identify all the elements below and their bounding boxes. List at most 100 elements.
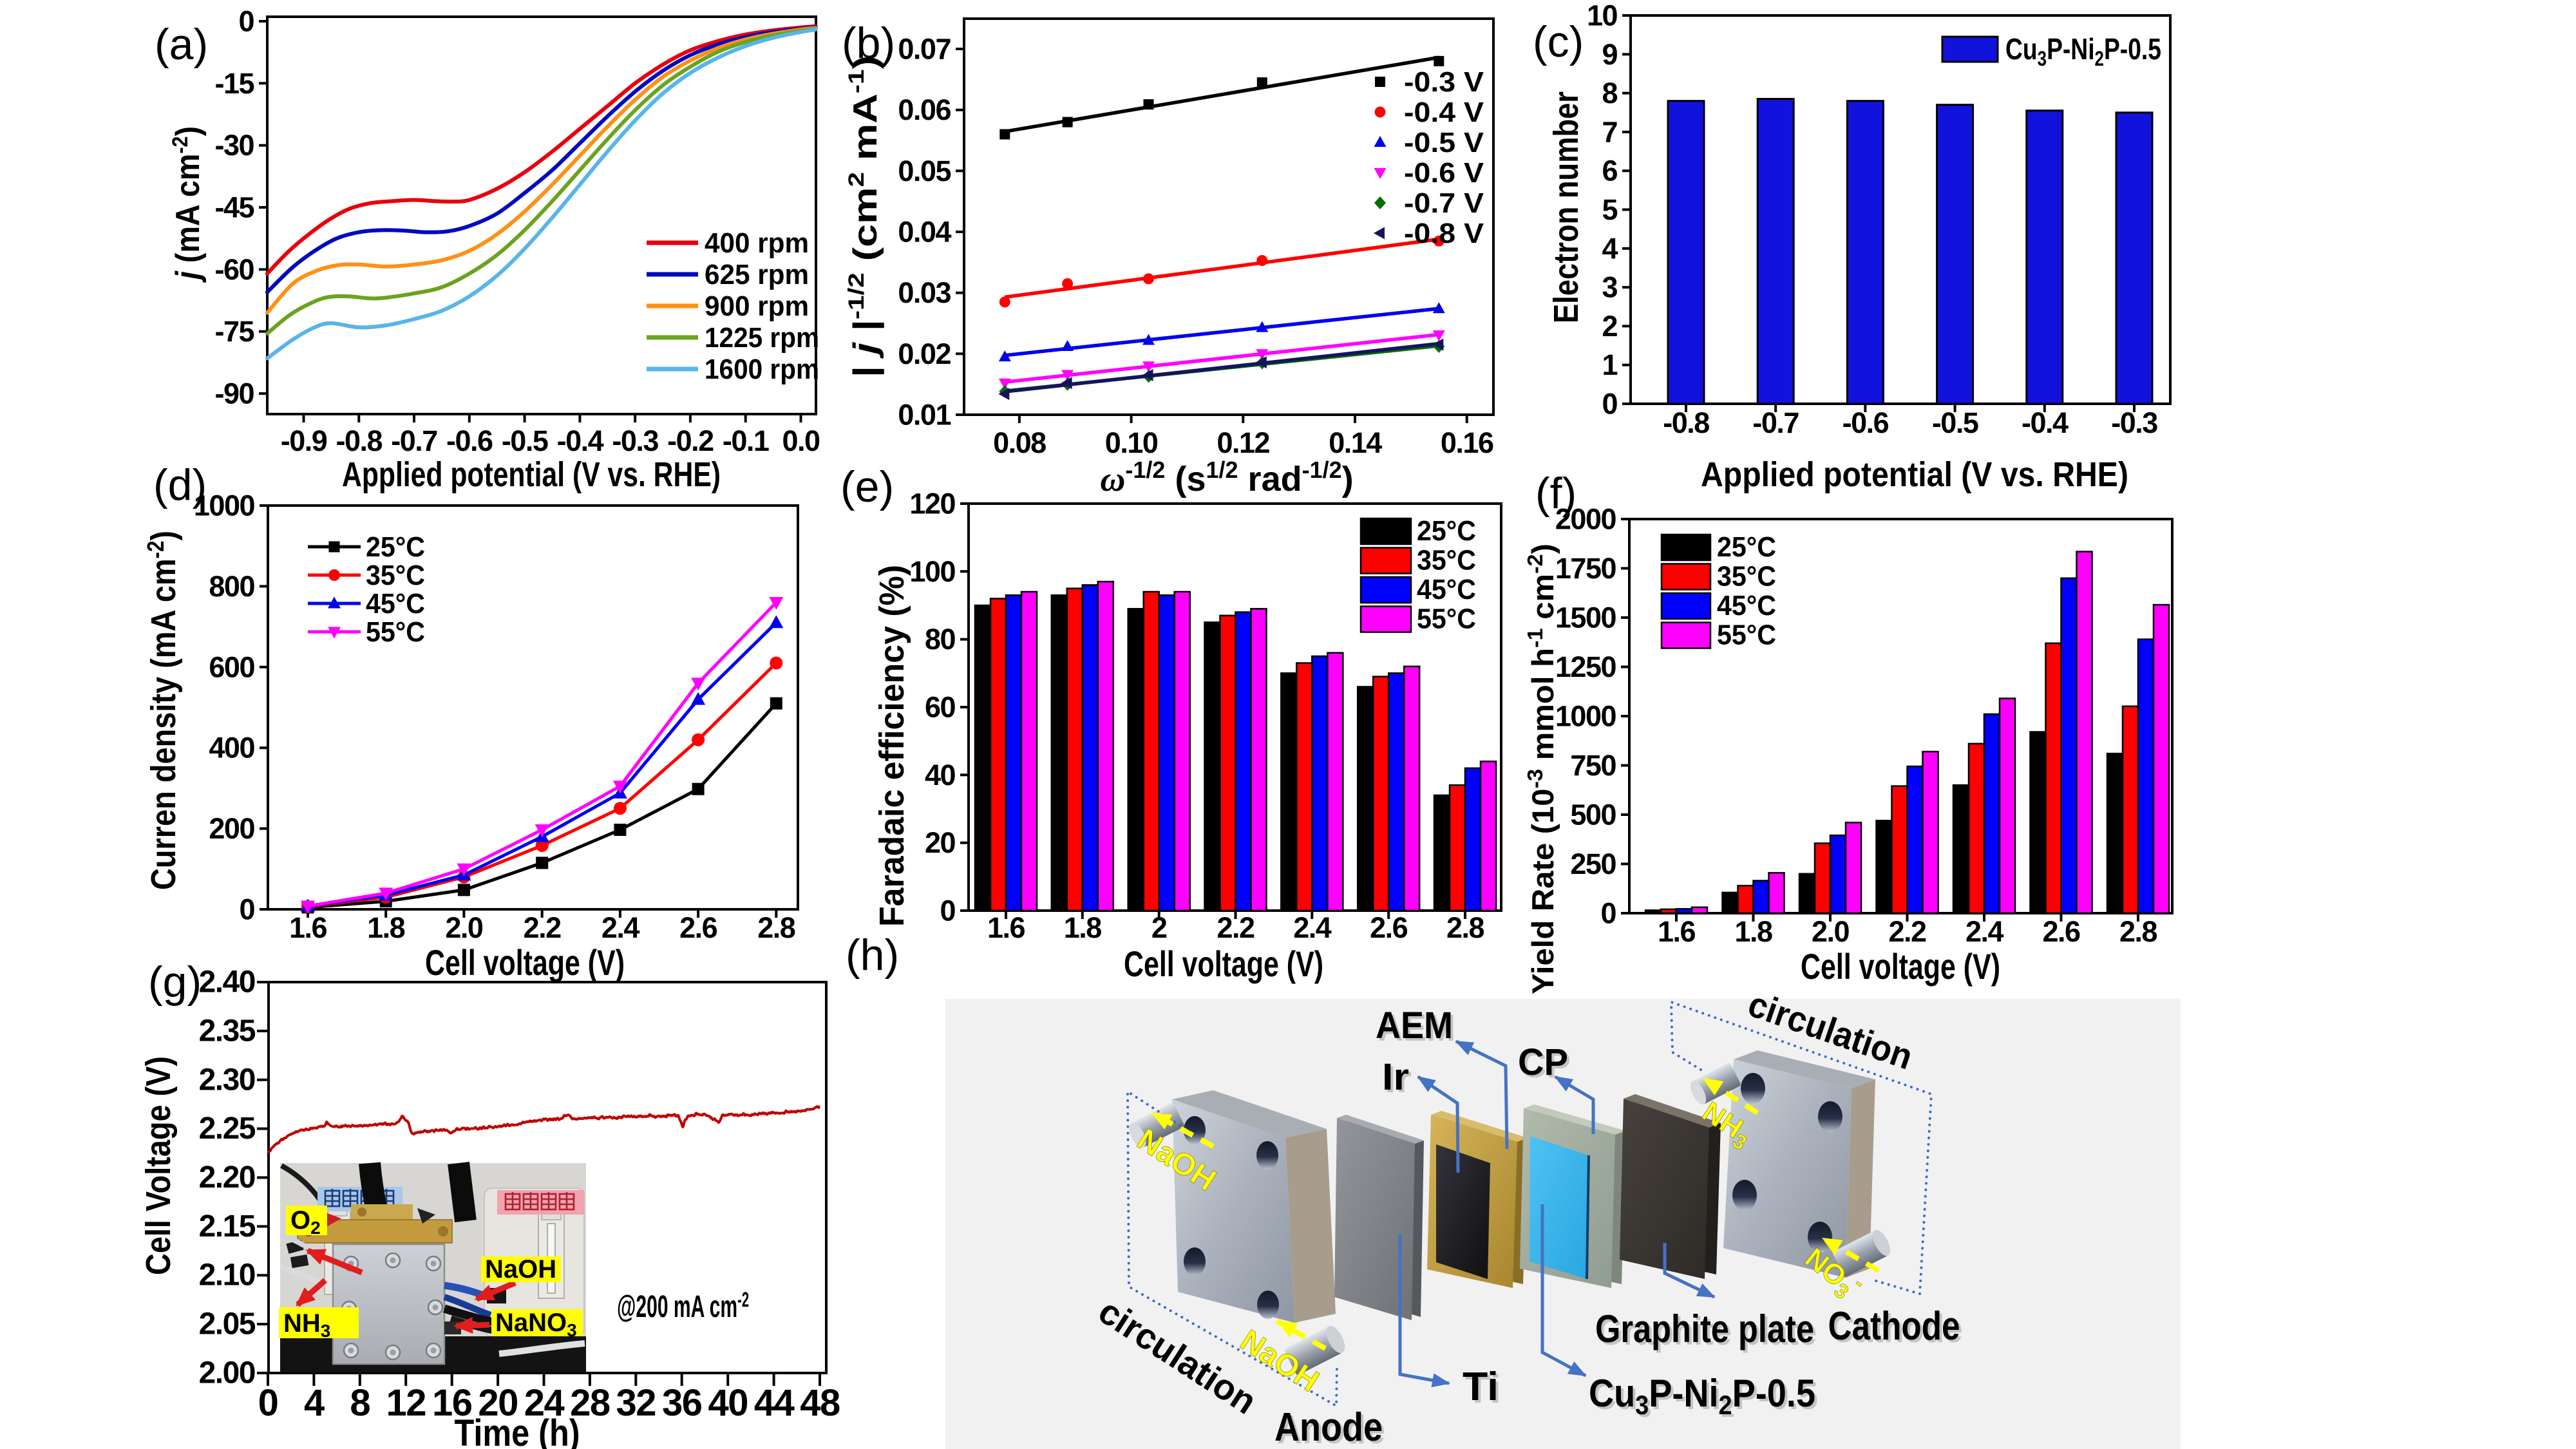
svg-text:16: 16 bbox=[432, 1382, 472, 1424]
svg-text:32: 32 bbox=[616, 1382, 656, 1424]
svg-text:10: 10 bbox=[1587, 0, 1618, 32]
svg-text:5: 5 bbox=[1602, 193, 1617, 226]
svg-text:900 rpm: 900 rpm bbox=[705, 290, 809, 322]
svg-text:0.05: 0.05 bbox=[898, 155, 951, 187]
svg-text:0.03: 0.03 bbox=[898, 276, 951, 309]
svg-text:2.10: 2.10 bbox=[199, 1258, 255, 1293]
svg-text:@200 mA cm-2: @200 mA cm-2 bbox=[617, 1288, 749, 1324]
svg-text:-60: -60 bbox=[214, 253, 254, 286]
svg-text:AEM: AEM bbox=[1378, 1007, 1455, 1049]
svg-text:Time (h): Time (h) bbox=[455, 1412, 580, 1449]
svg-text:Graphite plate: Graphite plate bbox=[1595, 1307, 1814, 1350]
svg-text:2.8: 2.8 bbox=[2119, 915, 2157, 948]
svg-text:8: 8 bbox=[350, 1382, 370, 1424]
svg-text:-0.2: -0.2 bbox=[667, 424, 714, 457]
svg-text:0: 0 bbox=[239, 893, 254, 926]
svg-text:Cathode: Cathode bbox=[1828, 1304, 1960, 1349]
svg-text:0: 0 bbox=[238, 5, 254, 38]
svg-text:2.4: 2.4 bbox=[1965, 915, 2004, 948]
svg-text:250: 250 bbox=[1570, 848, 1616, 880]
svg-text:24: 24 bbox=[524, 1382, 565, 1424]
svg-text:-0.8: -0.8 bbox=[1663, 406, 1709, 439]
svg-text:-0.4: -0.4 bbox=[2022, 406, 2069, 439]
svg-text:Ir: Ir bbox=[1382, 1056, 1409, 1098]
svg-text:Graphite plate: Graphite plate bbox=[1598, 1310, 1817, 1353]
svg-text:25°C: 25°C bbox=[1717, 531, 1776, 563]
svg-text:Ti: Ti bbox=[1465, 1367, 1501, 1412]
svg-text:6: 6 bbox=[1602, 155, 1617, 187]
svg-text:2.6: 2.6 bbox=[679, 911, 717, 944]
svg-text:-0.7: -0.7 bbox=[391, 424, 437, 457]
svg-text:Electron number: Electron number bbox=[1547, 91, 1586, 323]
svg-text:Cu3P-Ni2P-0.5: Cu3P-Ni2P-0.5 bbox=[1589, 1372, 1815, 1420]
svg-text:0: 0 bbox=[1600, 897, 1616, 930]
svg-text:7: 7 bbox=[1602, 115, 1617, 148]
svg-text:0: 0 bbox=[1602, 388, 1617, 421]
svg-text:800: 800 bbox=[209, 570, 254, 603]
svg-text:Applied potential (V vs. RHE): Applied potential (V vs. RHE) bbox=[342, 455, 721, 494]
svg-text:1000: 1000 bbox=[1555, 700, 1616, 733]
svg-text:-0.5: -0.5 bbox=[1932, 406, 1978, 439]
svg-text:-0.6: -0.6 bbox=[446, 424, 493, 457]
svg-text:-15: -15 bbox=[214, 67, 254, 100]
svg-text:Anode: Anode bbox=[1274, 1405, 1383, 1449]
svg-text:0.02: 0.02 bbox=[898, 337, 951, 370]
svg-text:Yield Rate (10-3 mmol h-1 cm-2: Yield Rate (10-3 mmol h-1 cm-2) bbox=[1523, 544, 1560, 994]
svg-text:500: 500 bbox=[1570, 799, 1616, 831]
svg-text:Anode: Anode bbox=[1277, 1408, 1385, 1449]
svg-text:1.8: 1.8 bbox=[1734, 915, 1772, 948]
svg-text:-0.6 V: -0.6 V bbox=[1404, 157, 1484, 189]
svg-text:CP: CP bbox=[1520, 1044, 1571, 1086]
svg-text:80: 80 bbox=[925, 623, 956, 656]
svg-text:0.14: 0.14 bbox=[1329, 426, 1382, 459]
svg-text:-0.3: -0.3 bbox=[2111, 406, 2157, 439]
svg-text:200: 200 bbox=[209, 812, 254, 845]
svg-text:45°C: 45°C bbox=[366, 588, 425, 620]
svg-text:20: 20 bbox=[925, 826, 956, 859]
svg-text:2.00: 2.00 bbox=[199, 1356, 255, 1390]
svg-text:100: 100 bbox=[909, 555, 955, 588]
svg-text:-90: -90 bbox=[214, 377, 254, 410]
svg-text:55°C: 55°C bbox=[1717, 620, 1776, 651]
svg-text:| j |-1/2 (cm2 mA-1): | j |-1/2 (cm2 mA-1) bbox=[844, 55, 884, 377]
svg-text:0: 0 bbox=[258, 1382, 278, 1424]
svg-text:35°C: 35°C bbox=[366, 560, 425, 591]
svg-text:9: 9 bbox=[1602, 38, 1617, 71]
svg-text:AEM: AEM bbox=[1376, 1005, 1453, 1046]
svg-text:1.8: 1.8 bbox=[367, 911, 405, 944]
svg-text:40: 40 bbox=[708, 1382, 748, 1424]
svg-text:Cell voltage (V): Cell voltage (V) bbox=[1801, 946, 2000, 987]
svg-text:55°C: 55°C bbox=[366, 616, 425, 648]
svg-text:2.15: 2.15 bbox=[199, 1209, 256, 1244]
svg-text:2.35: 2.35 bbox=[199, 1014, 256, 1048]
svg-text:-0.6: -0.6 bbox=[1842, 406, 1889, 439]
svg-text:Applied potential (V vs. RHE): Applied potential (V vs. RHE) bbox=[1701, 455, 2128, 494]
svg-text:45°C: 45°C bbox=[1717, 590, 1776, 621]
svg-text:Faradaic efficiency (%): Faradaic efficiency (%) bbox=[873, 565, 911, 927]
svg-text:(a): (a) bbox=[155, 20, 208, 69]
svg-text:0.04: 0.04 bbox=[898, 216, 951, 249]
svg-text:CP: CP bbox=[1518, 1041, 1568, 1083]
svg-text:NaOH: NaOH bbox=[485, 1255, 556, 1283]
svg-text:48: 48 bbox=[800, 1382, 840, 1424]
svg-text:2.2: 2.2 bbox=[524, 911, 562, 944]
svg-text:55°C: 55°C bbox=[1417, 603, 1476, 635]
svg-text:12: 12 bbox=[386, 1382, 426, 1424]
svg-text:750: 750 bbox=[1570, 749, 1616, 782]
svg-text:Cu3P-Ni2P-0.5: Cu3P-Ni2P-0.5 bbox=[2005, 32, 2161, 70]
svg-text:2.4: 2.4 bbox=[1293, 911, 1332, 944]
svg-text:Curren density (mA cm-2): Curren density (mA cm-2) bbox=[142, 531, 183, 890]
svg-text:1250: 1250 bbox=[1555, 650, 1616, 683]
svg-text:-30: -30 bbox=[214, 129, 254, 162]
svg-text:-0.5 V: -0.5 V bbox=[1404, 127, 1484, 158]
svg-text:-0.9: -0.9 bbox=[281, 424, 327, 457]
svg-text:(g): (g) bbox=[148, 958, 202, 1007]
svg-text:25°C: 25°C bbox=[1417, 515, 1476, 547]
svg-text:0: 0 bbox=[940, 895, 955, 927]
svg-text:2.05: 2.05 bbox=[199, 1307, 256, 1341]
svg-text:-0.3: -0.3 bbox=[612, 424, 658, 457]
svg-text:2: 2 bbox=[1602, 310, 1617, 343]
svg-text:j (mA cm-2): j (mA cm-2) bbox=[168, 126, 207, 283]
svg-text:0.01: 0.01 bbox=[898, 399, 951, 431]
svg-text:2.4: 2.4 bbox=[601, 911, 640, 944]
